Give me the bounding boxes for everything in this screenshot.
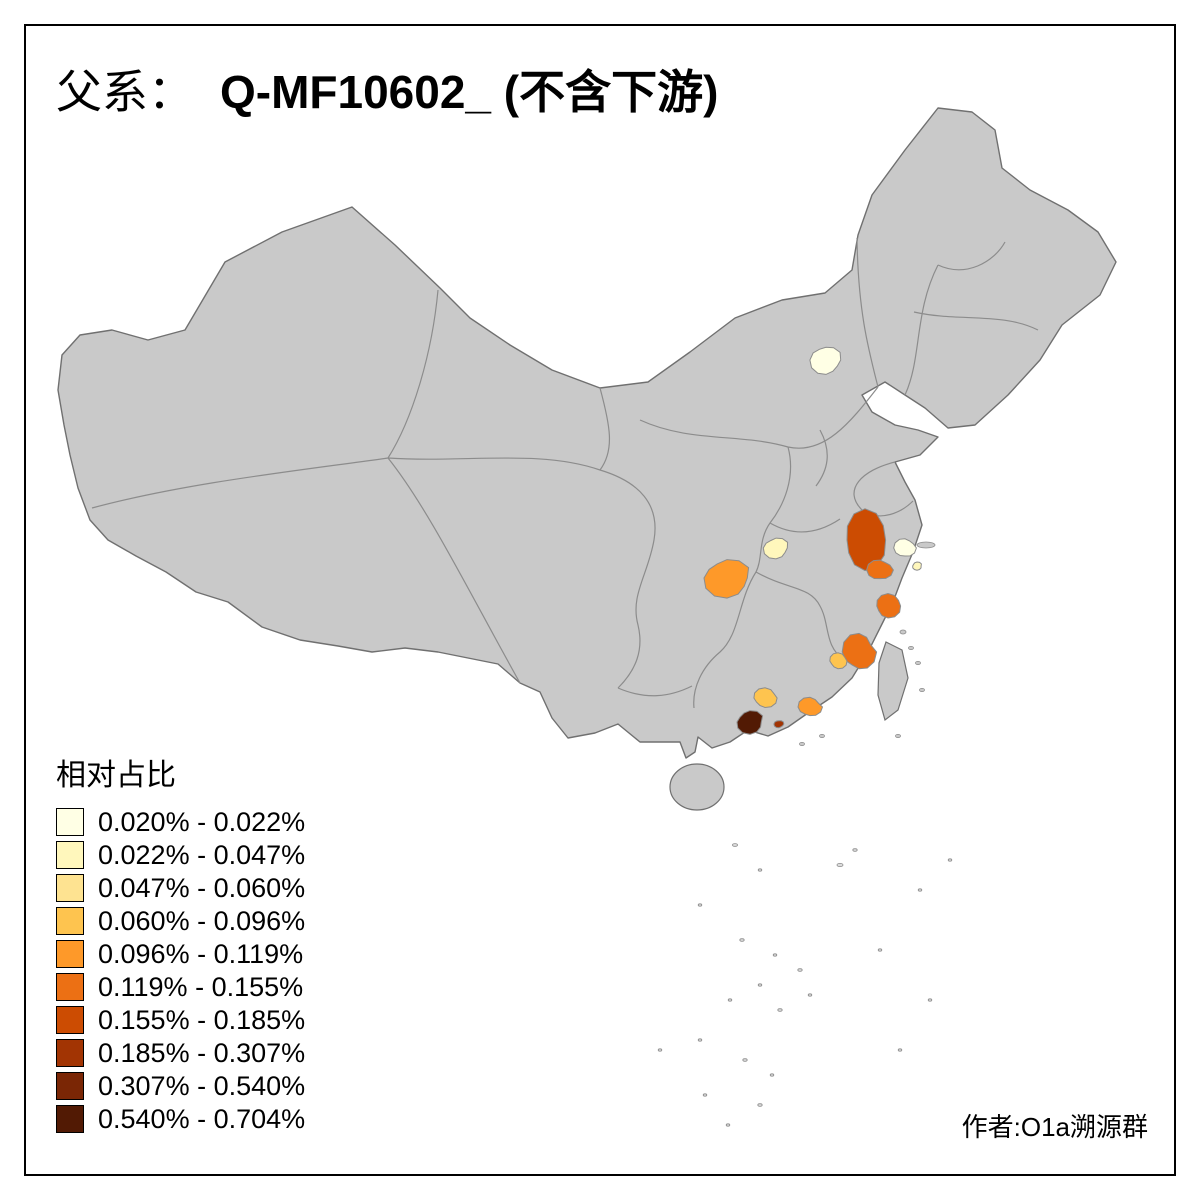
legend-label: 0.096% - 0.119% bbox=[98, 938, 304, 969]
legend-swatch bbox=[56, 1072, 84, 1100]
legend-swatch bbox=[56, 808, 84, 836]
legend-label: 0.155% - 0.185% bbox=[98, 1004, 306, 1035]
map-region-11[interactable] bbox=[753, 687, 778, 709]
author-credit: 作者:O1a溯源群 bbox=[961, 1112, 1148, 1142]
legend-item: 0.155% - 0.185% bbox=[56, 1004, 306, 1035]
map-region-12[interactable] bbox=[797, 696, 824, 717]
legend: 相对占比 0.020% - 0.022% 0.022% - 0.047% 0.047… bbox=[56, 750, 305, 1138]
map-region-1[interactable] bbox=[809, 346, 842, 375]
highlighted-regions-layer bbox=[703, 346, 922, 735]
title-prefix: 父系： bbox=[56, 65, 194, 119]
legend-swatch bbox=[56, 973, 84, 1001]
legend-label: 0.060% - 0.096% bbox=[98, 905, 306, 936]
map-region-7[interactable] bbox=[866, 559, 894, 580]
hainan-island bbox=[669, 763, 725, 811]
map-region-10[interactable] bbox=[829, 652, 848, 670]
map-region-6[interactable] bbox=[912, 561, 922, 571]
map-region-13[interactable] bbox=[736, 710, 764, 735]
page-title: 父系： Q-MF10602_ (不含下游) bbox=[56, 56, 718, 122]
legend-swatch bbox=[56, 841, 84, 869]
mainland-china-shape bbox=[57, 107, 1117, 759]
map-region-8[interactable] bbox=[876, 592, 902, 619]
legend-item: 0.185% - 0.307% bbox=[56, 1037, 306, 1068]
legend-swatch bbox=[56, 1039, 84, 1067]
legend-label: 0.047% - 0.060% bbox=[98, 872, 306, 903]
map-region-3[interactable] bbox=[703, 559, 750, 599]
taiwan-island bbox=[877, 641, 909, 722]
legend-label: 0.022% - 0.047% bbox=[98, 839, 306, 870]
legend-label: 0.119% - 0.155% bbox=[98, 971, 304, 1002]
map-region-9[interactable] bbox=[841, 632, 878, 670]
legend-item: 0.307% - 0.540% bbox=[56, 1070, 306, 1101]
legend-label: 0.185% - 0.307% bbox=[98, 1037, 306, 1068]
map-region-5[interactable] bbox=[893, 538, 917, 557]
province-borders bbox=[91, 237, 1039, 709]
title-haplogroup: Q-MF10602_ (不含下游) bbox=[220, 66, 719, 118]
legend-swatch bbox=[56, 1105, 84, 1133]
legend-item: 0.020% - 0.022% bbox=[56, 806, 306, 837]
map-region-2[interactable] bbox=[762, 537, 789, 560]
legend-swatch bbox=[56, 907, 84, 935]
legend-item: 0.022% - 0.047% bbox=[56, 839, 306, 870]
legend-swatch bbox=[56, 1006, 84, 1034]
legend-label: 0.020% - 0.022% bbox=[98, 806, 306, 837]
south-china-sea-islets bbox=[657, 843, 953, 1127]
legend-item: 0.060% - 0.096% bbox=[56, 905, 306, 936]
legend-item: 0.047% - 0.060% bbox=[56, 872, 306, 903]
coastal-islets bbox=[799, 541, 936, 747]
legend-item: 0.119% - 0.155% bbox=[56, 971, 305, 1002]
legend-items: 0.020% - 0.022% 0.022% - 0.047% 0.047% - 0… bbox=[56, 806, 306, 1134]
legend-label: 0.540% - 0.704% bbox=[98, 1103, 306, 1134]
legend-item: 0.540% - 0.704% bbox=[56, 1103, 306, 1134]
legend-item: 0.096% - 0.119% bbox=[56, 938, 305, 969]
legend-swatch bbox=[56, 940, 84, 968]
map-region-14[interactable] bbox=[773, 720, 785, 729]
legend-title: 相对占比 bbox=[56, 759, 176, 792]
legend-swatch bbox=[56, 874, 84, 902]
legend-label: 0.307% - 0.540% bbox=[98, 1070, 306, 1101]
